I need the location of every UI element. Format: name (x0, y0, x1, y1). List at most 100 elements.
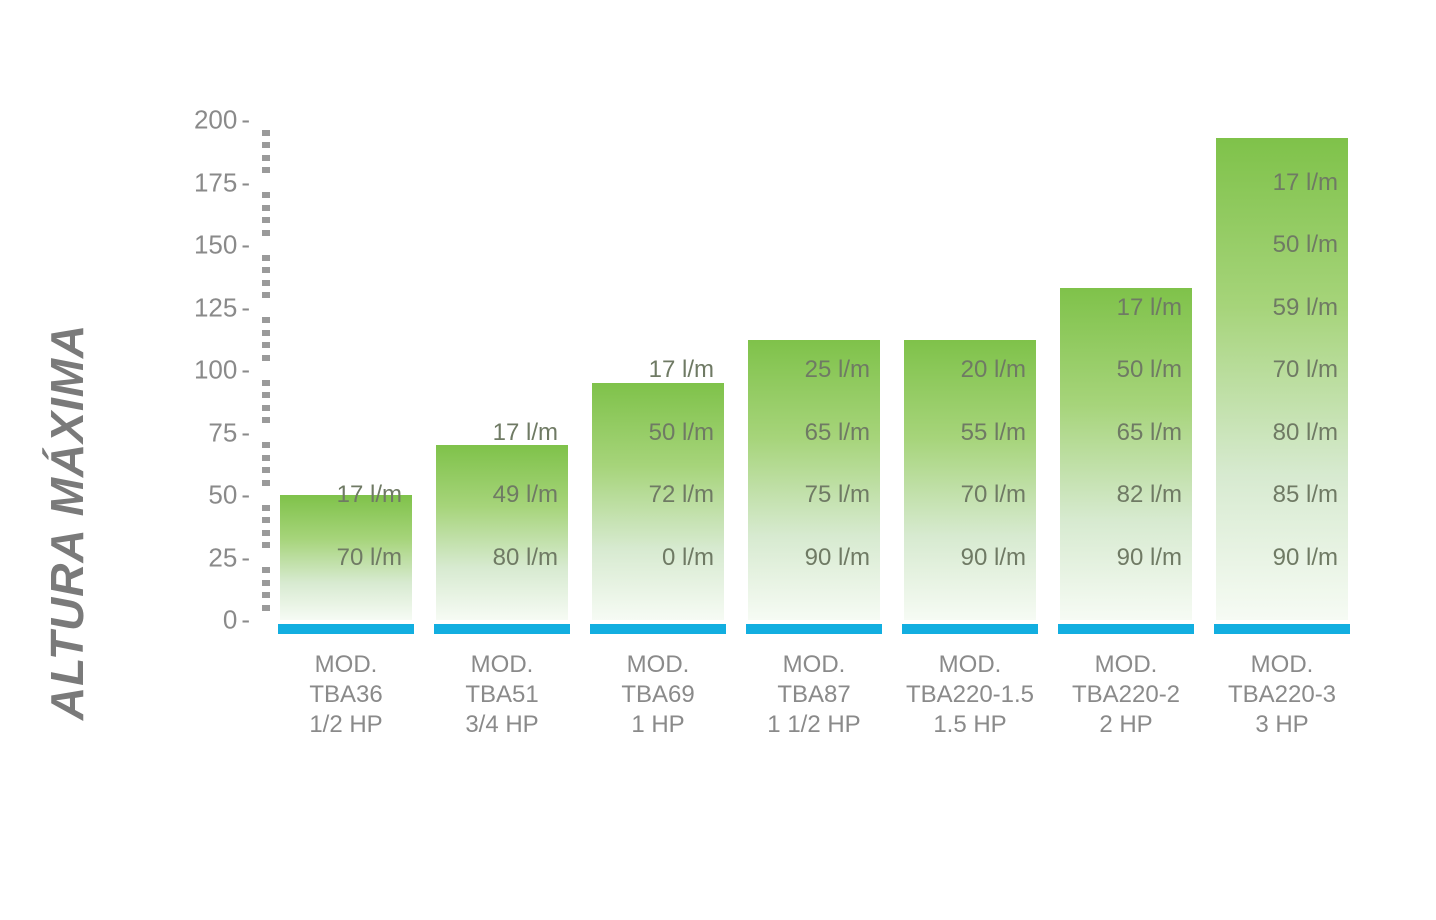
y-minor-tick (262, 155, 270, 161)
x-label-line: TBA51 (436, 680, 568, 710)
bar-underline (434, 624, 570, 634)
y-minor-tick (262, 292, 270, 298)
bar-slot: 0 l/m 72 l/m 50 l/m 17 l/m (592, 120, 724, 620)
bar (436, 445, 568, 620)
x-axis-category-label: MOD.TBA691 HP (592, 650, 724, 740)
y-minor-tick (262, 442, 270, 448)
bar-row-value: 82 l/m (1117, 481, 1182, 509)
bar-row-value: 20 l/m (961, 356, 1026, 384)
y-tick: 75 (180, 417, 250, 448)
x-label-line: MOD. (748, 650, 880, 680)
y-minor-tick (262, 480, 270, 486)
x-label-line: 1 1/2 HP (748, 710, 880, 740)
x-label-line: TBA87 (748, 680, 880, 710)
y-minor-tick (262, 505, 270, 511)
y-minor-tick (262, 417, 270, 423)
x-label-line: 1/2 HP (280, 710, 412, 740)
bar-slot: 80 l/m49 l/m17 l/m (436, 120, 568, 620)
x-label-line: 1 HP (592, 710, 724, 740)
y-minor-tick (262, 342, 270, 348)
bar-slot: 90 l/m85 l/m80 l/m70 l/m59 l/m50 l/m17 l… (1216, 120, 1348, 620)
bar-row-value: 49 l/m (493, 481, 558, 509)
x-label-line: TBA220-1.5 (904, 680, 1036, 710)
y-tick: 50 (180, 480, 250, 511)
bar-row-value: 25 l/m (805, 356, 870, 384)
bar-row-value: 59 l/m (1273, 294, 1338, 322)
x-label-line: MOD. (280, 650, 412, 680)
bar-underline (1214, 624, 1350, 634)
bar-row-value: 17 l/m (337, 481, 402, 509)
bar-underline (902, 624, 1038, 634)
bar-row-value: 50 l/m (649, 419, 714, 447)
bar-row-value: 17 l/m (649, 356, 714, 384)
bar-row-value: 90 l/m (961, 544, 1026, 572)
bar-row-value: 75 l/m (805, 481, 870, 509)
x-axis-category-label: MOD.TBA220-33 HP (1216, 650, 1348, 740)
bar-underline (590, 624, 726, 634)
x-axis-category-label: MOD.TBA871 1/2 HP (748, 650, 880, 740)
y-minor-tick (262, 405, 270, 411)
y-minor-tick (262, 580, 270, 586)
bar-row-value: 65 l/m (1117, 419, 1182, 447)
y-minor-tick (262, 217, 270, 223)
bar-row-value: 90 l/m (1273, 544, 1338, 572)
y-tick: 0 (180, 605, 250, 636)
bar-row-value: 90 l/m (805, 544, 870, 572)
x-axis-category-label: MOD.TBA513/4 HP (436, 650, 568, 740)
y-minor-tick (262, 192, 270, 198)
y-minor-tick (262, 167, 270, 173)
bar-row-value: 90 l/m (1117, 544, 1182, 572)
x-axis-category-label: MOD.TBA361/2 HP (280, 650, 412, 740)
y-minor-tick (262, 517, 270, 523)
bar-underline (746, 624, 882, 634)
y-minor-tick (262, 130, 270, 136)
bar-underline (1058, 624, 1194, 634)
bar-slot: 90 l/m 70 l/m 55 l/m 20 l/m (904, 120, 1036, 620)
x-label-line: TBA69 (592, 680, 724, 710)
y-minor-tick (262, 392, 270, 398)
y-tick: 125 (180, 292, 250, 323)
bar-slot: 90 l/m 75 l/m 65 l/m 25 l/m (748, 120, 880, 620)
y-tick: 100 (180, 355, 250, 386)
x-label-line: 2 HP (1060, 710, 1192, 740)
y-tick: 200 (180, 105, 250, 136)
y-minor-tick (262, 530, 270, 536)
y-axis-title: ALTURA MÁXIMA (40, 120, 94, 720)
bar-underline (278, 624, 414, 634)
y-tick: 25 (180, 542, 250, 573)
y-minor-tick (262, 267, 270, 273)
x-label-line: TBA220-2 (1060, 680, 1192, 710)
bar-row-value: 70 l/m (1273, 356, 1338, 384)
x-label-line: MOD. (592, 650, 724, 680)
bar-row-value: 65 l/m (805, 419, 870, 447)
y-minor-tick (262, 355, 270, 361)
y-minor-tick (262, 255, 270, 261)
y-minor-tick (262, 567, 270, 573)
x-axis-category-label: MOD.TBA220-1.51.5 HP (904, 650, 1036, 740)
y-minor-tick (262, 142, 270, 148)
bars-container: 70 l/m 17 l/m 80 l/m49 l/m17 l/m 0 l/m 72 l/… (260, 120, 1360, 620)
bar-slot: 90 l/m 82 l/m 65 l/m 50 l/m 17 l/m (1060, 120, 1192, 620)
bar-row-value: 50 l/m (1117, 356, 1182, 384)
y-tick: 150 (180, 230, 250, 261)
altura-maxima-chart: ALTURA MÁXIMA 70 l/m17 l/m80 l/m49 l/m17… (80, 120, 1380, 840)
bar-row-value: 70 l/m (961, 481, 1026, 509)
y-minor-tick (262, 380, 270, 386)
y-minor-tick (262, 467, 270, 473)
x-axis-category-label: MOD.TBA220-22 HP (1060, 650, 1192, 740)
bar-row-value: 0 l/m (662, 544, 714, 572)
y-tick: 175 (180, 167, 250, 198)
bar-row-value: 85 l/m (1273, 481, 1338, 509)
x-label-line: 3/4 HP (436, 710, 568, 740)
y-minor-tick (262, 605, 270, 611)
bar-row-value: 55 l/m (961, 419, 1026, 447)
x-label-line: MOD. (436, 650, 568, 680)
x-label-line: TBA220-3 (1216, 680, 1348, 710)
bar-row-value: 72 l/m (649, 481, 714, 509)
bar-row-value: 17 l/m (1117, 294, 1182, 322)
bar-row-value: 17 l/m (1273, 169, 1338, 197)
x-label-line: MOD. (904, 650, 1036, 680)
y-minor-tick (262, 205, 270, 211)
bar-row-value: 70 l/m (337, 544, 402, 572)
y-minor-tick (262, 330, 270, 336)
